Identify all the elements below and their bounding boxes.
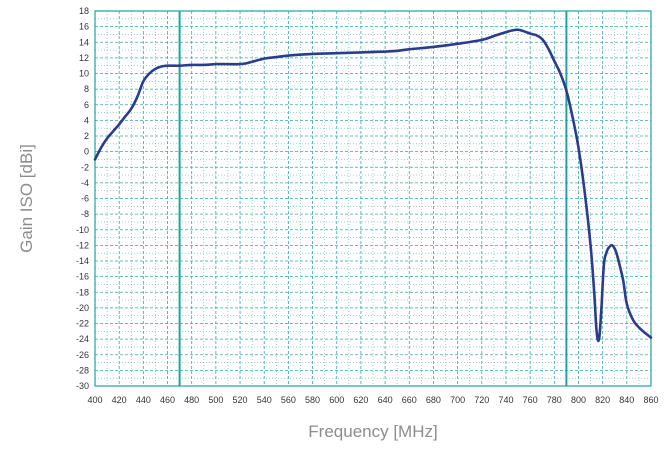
major-grid [95,11,651,386]
y-tick-label: 12 [79,53,89,63]
x-tick-label: 500 [208,395,223,405]
x-tick-label: 440 [136,395,151,405]
y-tick-label: -30 [76,381,89,391]
x-tick-label: 780 [547,395,562,405]
y-tick-label: -6 [81,194,89,204]
x-tick-label: 760 [523,395,538,405]
x-tick-label: 580 [305,395,320,405]
y-tick-label: 0 [84,147,89,157]
x-tick-label: 860 [643,395,658,405]
y-axis-title: Gain ISO [dBi] [17,144,36,253]
x-tick-label: 820 [595,395,610,405]
x-tick-label: 520 [233,395,248,405]
y-tick-label: -4 [81,178,89,188]
y-tick-labels: 18 16 14 12 10 8 6 4 2 0 -2 -4 -6 -8 -10 -12 -14 -16 -18 -2… [76,6,89,391]
x-tick-label: 680 [426,395,441,405]
y-tick-label: 16 [79,22,89,32]
y-tick-label: -22 [76,319,89,329]
x-tick-label: 840 [619,395,634,405]
x-tick-label: 540 [257,395,272,405]
y-tick-label: -12 [76,240,89,250]
y-tick-label: -28 [76,365,89,375]
x-tick-label: 720 [474,395,489,405]
x-tick-label: 560 [281,395,296,405]
y-tick-label: 10 [79,69,89,79]
x-tick-label: 660 [402,395,417,405]
y-tick-label: -24 [76,334,89,344]
series-line-gain [93,28,653,343]
y-tick-label: -18 [76,287,89,297]
x-tick-label: 420 [112,395,127,405]
y-tick-label: -8 [81,209,89,219]
x-tick-labels: 400 420 440 460 480 500 520 540 560 580 600 620 640 6… [87,395,658,405]
y-tick-label: 2 [84,131,89,141]
plot-frame [94,10,652,387]
y-tick-label: 14 [79,37,89,47]
x-tick-label: 700 [450,395,465,405]
y-tick-label: 8 [84,84,89,94]
y-tick-label: 4 [84,115,89,125]
y-tick-label: -14 [76,256,89,266]
x-tick-label: 800 [571,395,586,405]
x-axis-title: Frequency [MHz] [308,422,437,441]
band-markers [178,11,568,386]
y-tick-label: -26 [76,350,89,360]
x-tick-label: 460 [160,395,175,405]
y-tick-label: 6 [84,100,89,110]
y-tick-label: -2 [81,162,89,172]
x-tick-label: 620 [353,395,368,405]
x-tick-label: 740 [498,395,513,405]
y-tick-label: -20 [76,303,89,313]
y-tick-label: -16 [76,272,89,282]
x-tick-label: 600 [329,395,344,405]
x-tick-label: 400 [87,395,102,405]
x-tick-label: 640 [378,395,393,405]
x-tick-label: 480 [184,395,199,405]
y-tick-label: -10 [76,225,89,235]
y-tick-label: 18 [79,6,89,16]
